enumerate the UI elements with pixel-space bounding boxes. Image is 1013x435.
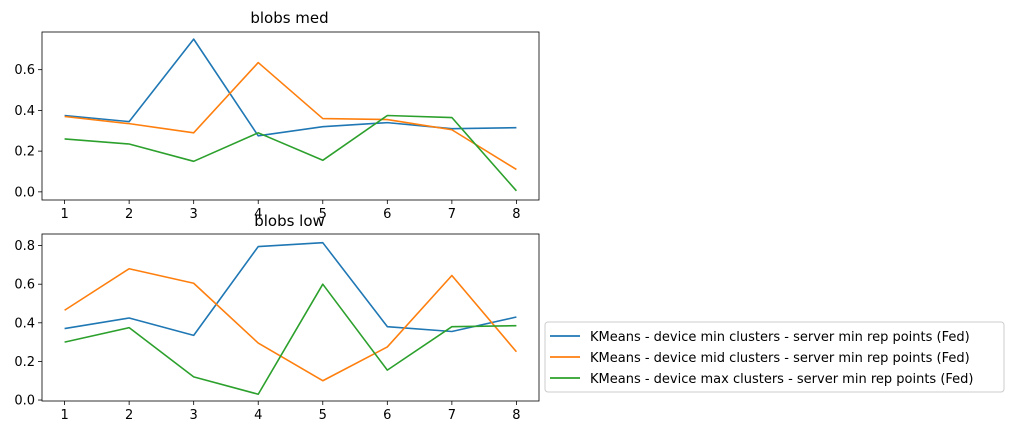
x-tick-label: 4 (254, 408, 262, 423)
y-tick-label: 0.2 (14, 145, 35, 160)
x-tick-label: 1 (60, 408, 68, 423)
legend-label-series-3: KMeans - device max clusters - server mi… (590, 372, 974, 387)
x-tick-label: 5 (319, 207, 327, 222)
legend-entry: KMeans - device min clusters - server mi… (550, 330, 970, 345)
x-tick-label: 2 (125, 408, 133, 423)
legend-entry: KMeans - device max clusters - server mi… (550, 372, 974, 387)
legend-frame (544, 321, 1005, 393)
series-line-2 (64, 61, 517, 171)
x-tick-label: 7 (448, 408, 456, 423)
x-tick-label: 2 (125, 207, 133, 222)
y-tick-label: 0.6 (14, 278, 35, 293)
subplot-blobs-low: blobs low 0.0 0.2 0.4 0.6 0.8 1 2 3 4 5 6 7 8 (14, 212, 540, 423)
subplot-blobs-med: blobs med 0.0 0.2 0.4 0.6 1 2 3 4 5 6 7 8 (14, 9, 540, 222)
y-tick-label: 0.0 (14, 394, 35, 409)
y-tick-label: 0.0 (14, 185, 35, 200)
legend-label-series-1: KMeans - device min clusters - server mi… (590, 330, 970, 345)
x-tick-label: 6 (383, 207, 391, 222)
legend: KMeans - device min clusters - server mi… (544, 321, 1005, 393)
y-tick-label: 0.2 (14, 355, 35, 370)
y-tick-label: 0.8 (14, 239, 35, 254)
x-tick-label: 5 (319, 408, 327, 423)
series-line-3 (64, 114, 518, 192)
series-line-3 (64, 283, 517, 396)
x-tick-label: 4 (254, 207, 262, 222)
x-tick-label: 6 (383, 408, 391, 423)
x-tick-label: 8 (512, 408, 520, 423)
axes-frame (41, 233, 540, 402)
series-line-1 (64, 241, 517, 337)
x-tick-label: 7 (448, 207, 456, 222)
x-tick-label: 3 (190, 207, 198, 222)
series-line-2 (64, 267, 518, 382)
x-tick-label: 3 (190, 408, 198, 423)
y-tick-label: 0.4 (14, 104, 35, 119)
y-tick-label: 0.4 (14, 316, 35, 331)
axes-frame (41, 31, 540, 201)
y-tick-label: 0.6 (14, 63, 35, 78)
x-tick-label: 8 (512, 207, 520, 222)
x-tick-label: 1 (60, 207, 68, 222)
chart-title-blobs-low: blobs low (254, 212, 325, 230)
legend-label-series-2: KMeans - device mid clusters - server mi… (590, 351, 970, 366)
chart-title-blobs-med: blobs med (250, 9, 328, 27)
legend-entry: KMeans - device mid clusters - server mi… (550, 351, 970, 366)
